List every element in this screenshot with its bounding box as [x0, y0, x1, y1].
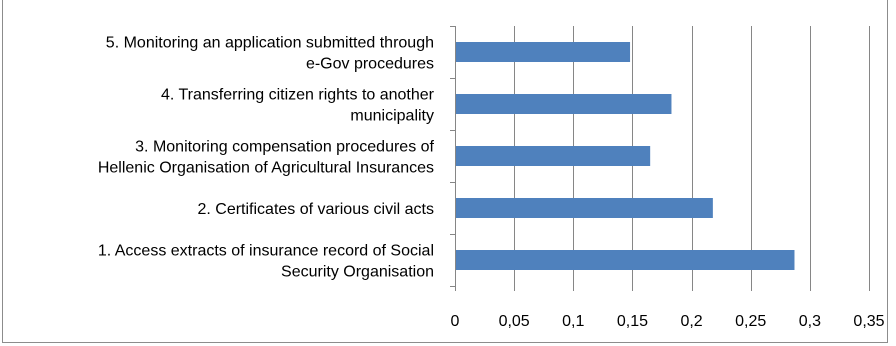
- bar-5: [456, 42, 631, 62]
- bar-2: [456, 198, 713, 218]
- category-label-1-line-2: Security Organisation: [281, 264, 434, 281]
- category-label-5-line-2: e-Gov procedures: [306, 56, 434, 73]
- category-label-1-line-1: 1. Access extracts of insurance record o…: [98, 243, 434, 260]
- bar-4: [456, 94, 672, 114]
- x-tick-label-5: 0,25: [735, 313, 766, 330]
- category-label-3-line-1: 3. Monitoring compensation procedures of: [135, 139, 434, 156]
- x-tick-label-6: 0,3: [799, 313, 821, 330]
- category-label-4-line-2: municipality: [350, 108, 434, 125]
- category-label-3-line-2: Hellenic Organisation of Agricultural In…: [98, 160, 434, 177]
- x-tick-label-2: 0,1: [562, 313, 584, 330]
- x-tick-label-0: 0: [451, 313, 460, 330]
- category-label-2: 2. Certificates of various civil acts: [197, 201, 434, 218]
- x-tick-label-7: 0,35: [853, 313, 884, 330]
- bar-1: [456, 250, 795, 270]
- bar-3: [456, 146, 651, 166]
- category-label-5-line-1: 5. Monitoring an application submitted t…: [106, 35, 434, 52]
- x-tick-label-4: 0,2: [680, 313, 702, 330]
- category-label-4-line-1: 4. Transferring citizen rights to anothe…: [161, 87, 435, 104]
- x-tick-label-1: 0,05: [499, 313, 530, 330]
- x-tick-label-3: 0,15: [617, 313, 648, 330]
